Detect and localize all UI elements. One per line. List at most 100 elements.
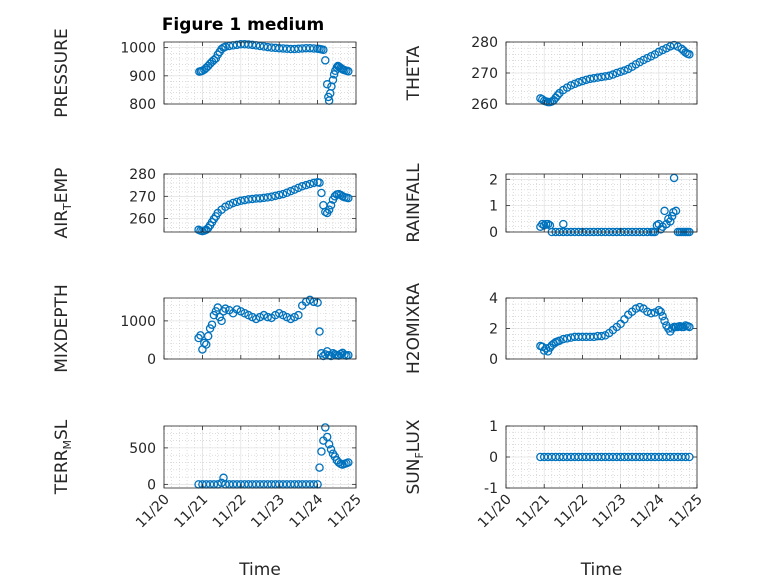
y-tick-label: 0 bbox=[489, 450, 498, 466]
data-point bbox=[681, 452, 690, 462]
y-axis: -1 0 1 bbox=[484, 419, 697, 497]
data-point bbox=[660, 206, 669, 216]
data-point bbox=[326, 445, 336, 454]
x-axis bbox=[163, 298, 357, 359]
x-tick-label: 11/21 bbox=[513, 492, 553, 532]
x-axis bbox=[505, 174, 698, 232]
data-point bbox=[667, 324, 677, 333]
data-point bbox=[581, 75, 591, 85]
y-tick-label: 0 bbox=[147, 477, 156, 493]
data-point bbox=[324, 439, 334, 449]
y-tick-label: 270 bbox=[471, 66, 498, 82]
data-point bbox=[282, 188, 292, 197]
data-point bbox=[319, 45, 328, 55]
x-tick-label: 11/23 bbox=[248, 492, 288, 532]
data-point bbox=[201, 340, 211, 349]
data-point bbox=[658, 312, 667, 321]
data-point bbox=[301, 180, 311, 190]
y-tick-label: 0 bbox=[147, 352, 156, 368]
y-axis-label: AIRTEMP bbox=[52, 168, 74, 239]
x-tick-label: 11/21 bbox=[171, 492, 211, 532]
axes-box bbox=[163, 173, 357, 233]
y-axis: 0 2 4 bbox=[489, 291, 697, 368]
data-point bbox=[297, 182, 307, 191]
data-point bbox=[207, 320, 217, 329]
data-point bbox=[200, 338, 209, 348]
plot-area bbox=[506, 174, 697, 232]
data-point bbox=[344, 193, 353, 203]
data-points bbox=[194, 423, 353, 489]
data-point bbox=[685, 50, 694, 59]
y-axis: 0 500 bbox=[129, 441, 356, 493]
data-point bbox=[294, 310, 303, 320]
x-axis bbox=[505, 298, 698, 359]
x-tick-label: 11/20 bbox=[475, 492, 515, 532]
data-point bbox=[597, 331, 606, 341]
x-tick-label: 11/24 bbox=[628, 491, 668, 531]
y-tick-label: 4 bbox=[489, 291, 498, 307]
data-point bbox=[344, 458, 353, 467]
data-point bbox=[654, 305, 664, 315]
data-point bbox=[612, 68, 622, 78]
y-tick-label: 270 bbox=[129, 189, 156, 205]
subplot-rainfall: 0 1 2 RAINFALL bbox=[404, 163, 698, 243]
data-point bbox=[217, 316, 226, 326]
x-axis bbox=[505, 42, 698, 104]
data-point bbox=[228, 198, 238, 208]
data-point bbox=[608, 70, 618, 79]
data-point bbox=[635, 302, 644, 312]
y-axis-label: TERRMSL bbox=[52, 419, 74, 495]
data-point bbox=[656, 307, 665, 316]
subplot-theta: 260 270 280 THETA bbox=[404, 35, 698, 113]
data-point bbox=[604, 71, 614, 81]
y-axis: 800 900 1000 bbox=[120, 41, 356, 113]
data-point bbox=[543, 219, 553, 229]
data-point bbox=[574, 78, 583, 87]
y-axis-label: THETA bbox=[404, 45, 424, 101]
x-tick-label: 11/20 bbox=[133, 492, 173, 532]
data-point bbox=[660, 316, 669, 326]
y-tick-label: 2 bbox=[489, 172, 498, 188]
y-tick-label: 1 bbox=[489, 199, 498, 215]
y-tick-label: 0 bbox=[489, 352, 498, 368]
y-axis-label: H2OMIXRA bbox=[404, 283, 424, 374]
data-point bbox=[217, 478, 226, 488]
data-points bbox=[195, 40, 353, 105]
data-point bbox=[578, 76, 587, 86]
data-point bbox=[315, 463, 324, 472]
data-point bbox=[329, 70, 339, 79]
data-point bbox=[566, 81, 576, 90]
data-point bbox=[236, 196, 246, 206]
data-point bbox=[562, 334, 572, 343]
subplot-pressure: 800 900 1000 PRESSURE bbox=[52, 28, 357, 118]
data-points bbox=[536, 452, 694, 462]
data-point bbox=[294, 183, 303, 193]
y-tick-label: 2 bbox=[489, 322, 498, 338]
subplot-h2omixra: 0 2 4 H2OMIXRA bbox=[404, 283, 698, 374]
y-tick-label: 260 bbox=[471, 97, 498, 113]
y-tick-label: 280 bbox=[129, 167, 156, 183]
data-point bbox=[553, 91, 562, 100]
y-axis: 0 1000 bbox=[120, 314, 356, 368]
data-point bbox=[271, 191, 280, 201]
data-point bbox=[559, 334, 568, 344]
data-points bbox=[194, 178, 353, 236]
x-tick-label: 11/25 bbox=[666, 492, 706, 532]
x-axis bbox=[163, 42, 357, 104]
x-tick-label: 11/23 bbox=[590, 492, 630, 532]
y-axis: 0 1 2 bbox=[489, 172, 697, 241]
data-point bbox=[203, 331, 213, 341]
y-tick-label: 0 bbox=[489, 225, 498, 241]
data-point bbox=[263, 312, 272, 322]
data-point bbox=[286, 186, 295, 196]
data-point bbox=[315, 178, 324, 187]
data-points bbox=[194, 295, 353, 361]
data-point bbox=[221, 42, 230, 52]
y-tick-label: 800 bbox=[129, 97, 156, 113]
axes-box bbox=[163, 297, 357, 360]
y-axis-label: PRESSURE bbox=[52, 28, 72, 117]
